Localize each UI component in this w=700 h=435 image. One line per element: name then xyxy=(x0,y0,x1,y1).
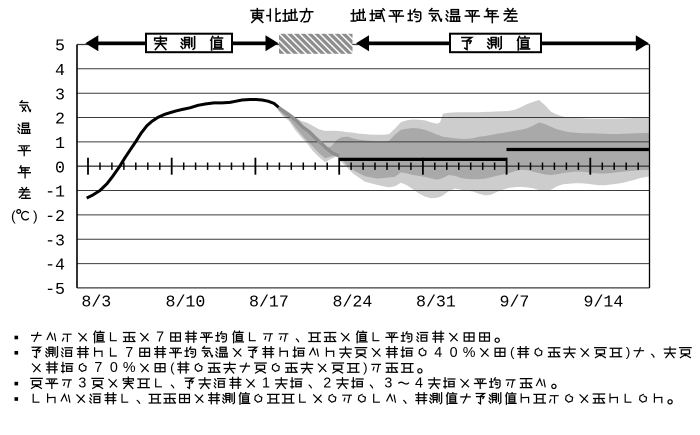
svg-text:0: 0 xyxy=(110,360,118,376)
svg-text:-5: -5 xyxy=(45,280,65,299)
svg-text:): ) xyxy=(626,345,630,360)
svg-text:3: 3 xyxy=(78,376,86,392)
svg-text:3: 3 xyxy=(55,85,65,104)
svg-text:(: ( xyxy=(11,208,16,224)
svg-text:9/14: 9/14 xyxy=(584,293,624,312)
svg-text:8/10: 8/10 xyxy=(166,293,206,312)
svg-text:9/7: 9/7 xyxy=(500,293,530,312)
svg-text:5: 5 xyxy=(55,37,65,56)
svg-text:7: 7 xyxy=(156,330,164,346)
svg-text:%: % xyxy=(463,345,476,361)
svg-text:7: 7 xyxy=(94,360,102,376)
svg-text:4: 4 xyxy=(415,376,423,392)
svg-text:8/24: 8/24 xyxy=(333,293,373,312)
svg-text:%: % xyxy=(123,360,136,376)
svg-text:7: 7 xyxy=(125,345,133,361)
svg-text:4: 4 xyxy=(434,345,442,361)
svg-text:-4: -4 xyxy=(45,256,65,275)
svg-text:2: 2 xyxy=(55,110,65,129)
svg-text:(: ( xyxy=(510,345,515,360)
svg-text:1: 1 xyxy=(55,134,65,153)
svg-text:8/31: 8/31 xyxy=(416,293,456,312)
svg-text:-1: -1 xyxy=(45,183,65,202)
svg-text:8/17: 8/17 xyxy=(249,293,289,312)
svg-text:1: 1 xyxy=(262,376,270,392)
svg-text:4: 4 xyxy=(55,61,65,80)
svg-text:8/3: 8/3 xyxy=(81,293,111,312)
svg-text:-2: -2 xyxy=(45,207,65,226)
svg-text:0: 0 xyxy=(450,345,458,361)
svg-text:(: ( xyxy=(170,360,175,375)
svg-text:): ) xyxy=(363,360,367,375)
svg-text:-3: -3 xyxy=(45,231,65,250)
svg-text:3: 3 xyxy=(384,376,392,392)
svg-text:2: 2 xyxy=(323,376,331,392)
svg-text:): ) xyxy=(33,208,38,224)
svg-text:0: 0 xyxy=(55,158,65,177)
